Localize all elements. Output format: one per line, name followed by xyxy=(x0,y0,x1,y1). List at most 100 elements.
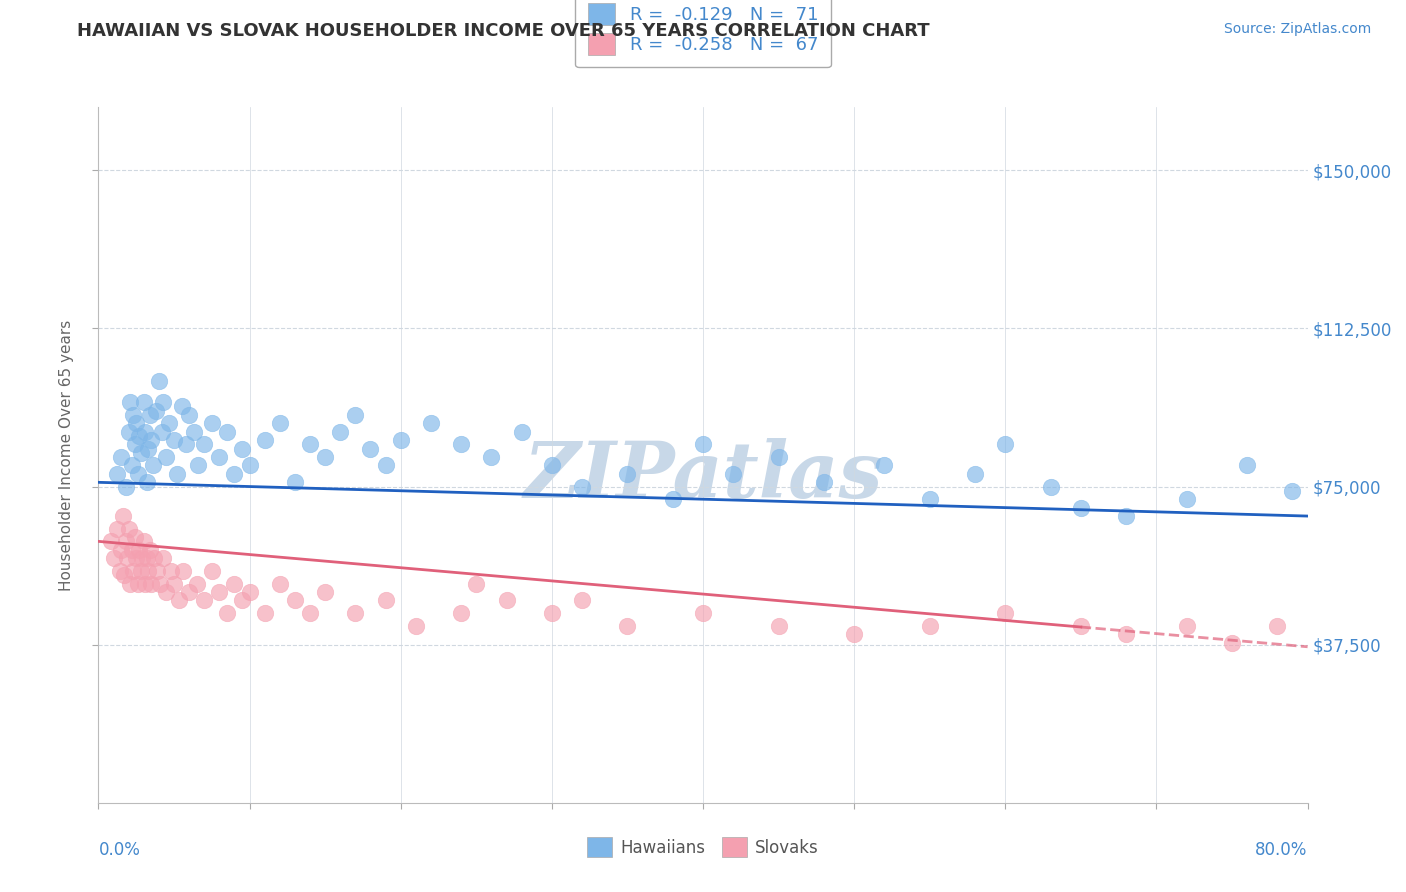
Point xyxy=(1039,479,1062,493)
Point xyxy=(114,479,136,493)
Point xyxy=(132,534,155,549)
Point xyxy=(768,450,790,464)
Point xyxy=(136,442,159,456)
Point xyxy=(163,433,186,447)
Point xyxy=(141,433,163,447)
Point xyxy=(465,576,488,591)
Point xyxy=(135,475,157,490)
Point xyxy=(994,437,1017,451)
Point xyxy=(148,374,170,388)
Point xyxy=(183,425,205,439)
Point xyxy=(159,417,181,431)
Point xyxy=(299,606,322,620)
Point xyxy=(1115,509,1137,524)
Point xyxy=(124,530,146,544)
Point xyxy=(187,458,209,473)
Point xyxy=(152,551,174,566)
Point xyxy=(193,593,215,607)
Point xyxy=(105,467,128,481)
Point xyxy=(166,467,188,481)
Point xyxy=(344,408,367,422)
Point xyxy=(299,437,322,451)
Point xyxy=(121,458,143,473)
Point xyxy=(208,585,231,599)
Point xyxy=(450,606,472,620)
Point xyxy=(253,433,276,447)
Point xyxy=(172,564,194,578)
Point xyxy=(112,568,135,582)
Point xyxy=(118,522,141,536)
Point xyxy=(231,593,253,607)
Point xyxy=(152,395,174,409)
Point xyxy=(146,564,169,578)
Point xyxy=(1267,618,1289,632)
Point xyxy=(120,576,142,591)
Point xyxy=(405,618,427,632)
Point xyxy=(661,492,683,507)
Point xyxy=(155,450,177,464)
Point xyxy=(129,564,152,578)
Point xyxy=(571,479,593,493)
Point xyxy=(231,442,253,456)
Point xyxy=(174,437,197,451)
Point xyxy=(873,458,896,473)
Point xyxy=(167,593,190,607)
Point xyxy=(118,425,141,439)
Point xyxy=(1175,492,1198,507)
Point xyxy=(1115,627,1137,641)
Point xyxy=(269,576,291,591)
Point xyxy=(360,442,382,456)
Point xyxy=(239,458,262,473)
Point xyxy=(105,522,128,536)
Point xyxy=(314,585,336,599)
Point xyxy=(540,458,562,473)
Point xyxy=(160,564,183,578)
Point xyxy=(139,542,162,557)
Point xyxy=(215,606,238,620)
Point xyxy=(111,509,134,524)
Point xyxy=(186,576,208,591)
Point xyxy=(136,564,159,578)
Point xyxy=(134,425,156,439)
Point xyxy=(284,593,307,607)
Point xyxy=(284,475,307,490)
Point xyxy=(108,564,131,578)
Point xyxy=(329,425,352,439)
Point xyxy=(389,433,412,447)
Text: Source: ZipAtlas.com: Source: ZipAtlas.com xyxy=(1223,22,1371,37)
Point xyxy=(1220,635,1243,649)
Point xyxy=(163,576,186,591)
Point xyxy=(103,551,125,566)
Point xyxy=(215,425,238,439)
Point xyxy=(540,606,562,620)
Point xyxy=(224,576,246,591)
Point xyxy=(1175,618,1198,632)
Point xyxy=(768,618,790,632)
Point xyxy=(100,534,122,549)
Point xyxy=(253,606,276,620)
Point xyxy=(110,450,132,464)
Point xyxy=(692,437,714,451)
Point xyxy=(139,408,162,422)
Point xyxy=(155,585,177,599)
Point xyxy=(224,467,246,481)
Point xyxy=(314,450,336,464)
Point xyxy=(142,458,165,473)
Point xyxy=(145,403,167,417)
Point xyxy=(495,593,517,607)
Point xyxy=(193,437,215,451)
Point xyxy=(179,408,201,422)
Point xyxy=(616,618,638,632)
Point xyxy=(1236,458,1258,473)
Point xyxy=(420,417,443,431)
Point xyxy=(918,492,941,507)
Point xyxy=(149,576,172,591)
Point xyxy=(122,408,145,422)
Point xyxy=(201,564,224,578)
Point xyxy=(150,425,173,439)
Point xyxy=(127,576,149,591)
Point xyxy=(1070,500,1092,515)
Point xyxy=(128,542,150,557)
Legend: Hawaiians, Slovaks: Hawaiians, Slovaks xyxy=(581,830,825,864)
Point xyxy=(129,446,152,460)
